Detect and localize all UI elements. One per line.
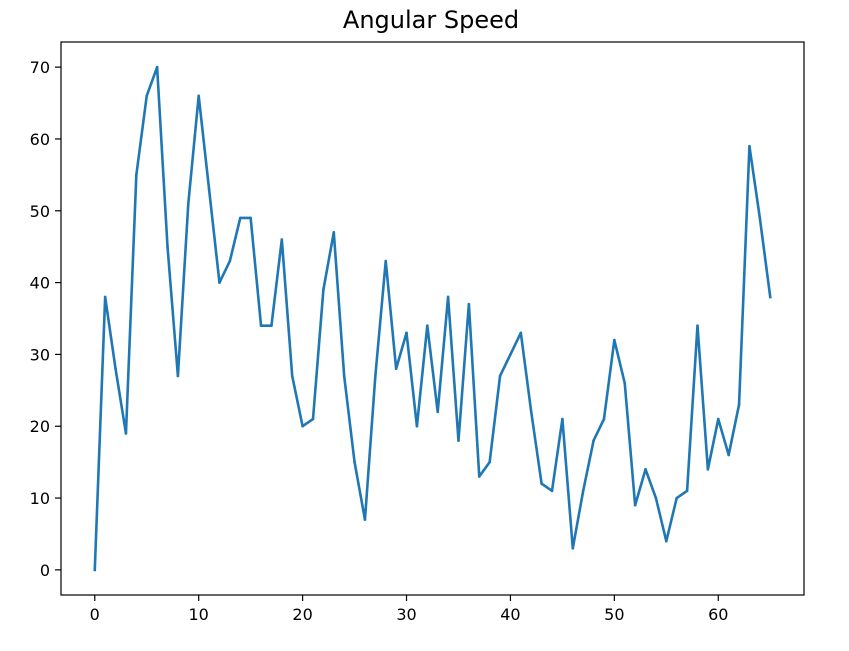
data-point	[290, 374, 294, 378]
x-tick-label: 60	[708, 605, 728, 624]
data-point	[758, 216, 762, 220]
data-point	[166, 245, 169, 248]
data-point	[93, 568, 97, 572]
data-point	[529, 410, 533, 414]
data-point	[467, 302, 471, 306]
y-tick-label: 10	[30, 489, 50, 508]
y-tick-label: 30	[30, 345, 50, 364]
data-point	[301, 424, 304, 428]
x-tick-label: 20	[292, 605, 312, 624]
data-point	[197, 94, 200, 98]
data-point	[550, 489, 554, 493]
y-tick-label: 50	[30, 202, 50, 221]
data-point	[498, 374, 502, 378]
data-point	[353, 460, 356, 464]
data-point	[259, 324, 263, 327]
data-point	[405, 331, 408, 335]
data-point	[477, 475, 481, 478]
y-tick-label: 20	[30, 417, 50, 436]
axes-frame	[60, 41, 805, 596]
data-point	[114, 367, 117, 371]
data-point	[249, 216, 252, 220]
data-point	[623, 381, 627, 385]
x-tick-label: 30	[396, 605, 416, 624]
data-point	[644, 468, 647, 471]
data-point	[135, 173, 138, 177]
data-point	[685, 489, 689, 493]
data-point	[592, 439, 595, 442]
data-point	[706, 468, 710, 471]
data-point	[716, 417, 720, 421]
data-point	[384, 259, 388, 263]
plot-area	[93, 65, 772, 572]
data-point	[519, 331, 523, 335]
data-point	[415, 424, 419, 428]
x-tick-label: 10	[189, 605, 209, 624]
data-point	[207, 187, 211, 191]
y-tick-label: 0	[40, 561, 50, 580]
data-point	[426, 324, 429, 327]
y-tick-label: 70	[30, 58, 50, 77]
data-point	[363, 518, 367, 521]
y-tick-label: 60	[30, 130, 50, 149]
data-point	[155, 65, 159, 69]
data-point	[457, 439, 460, 442]
x-tick-label: 50	[604, 605, 624, 624]
data-point	[737, 403, 741, 406]
data-point	[571, 547, 575, 550]
series-line	[93, 65, 772, 572]
data-point	[342, 374, 346, 378]
data-point	[561, 417, 564, 421]
data-point	[727, 453, 730, 457]
data-point	[238, 216, 242, 220]
y-tick-label: 40	[30, 274, 50, 293]
data-point	[176, 374, 180, 378]
data-point	[633, 503, 637, 507]
chart-title: Angular Speed	[343, 6, 519, 34]
data-point	[270, 324, 273, 327]
x-tick-label: 0	[90, 605, 100, 624]
data-point	[332, 231, 336, 234]
data-point	[602, 417, 606, 421]
data-point	[696, 324, 699, 327]
data-point	[218, 281, 221, 284]
data-point	[436, 410, 440, 414]
x-tick-label: 40	[500, 605, 520, 624]
data-point	[488, 460, 491, 464]
data-point	[374, 374, 377, 378]
y-axis: 0 10 20 30 40 50 60 70	[30, 58, 61, 580]
data-point	[311, 417, 315, 421]
data-point	[768, 295, 772, 299]
data-point	[581, 489, 585, 493]
data-point	[280, 238, 284, 241]
data-point	[540, 482, 543, 485]
data-point	[509, 353, 512, 356]
data-point	[654, 496, 658, 500]
data-point	[748, 144, 751, 148]
data-point	[675, 496, 678, 500]
data-point	[446, 295, 450, 299]
data-point	[187, 202, 190, 205]
data-point	[145, 94, 149, 98]
data-point	[124, 432, 128, 435]
data-point	[394, 367, 398, 371]
data-point	[322, 288, 325, 292]
x-axis: 0 10 20 30 40 50 60	[90, 595, 728, 624]
data-point	[228, 259, 232, 263]
data-point	[665, 539, 668, 543]
data-point	[613, 338, 616, 342]
data-point	[103, 295, 107, 299]
